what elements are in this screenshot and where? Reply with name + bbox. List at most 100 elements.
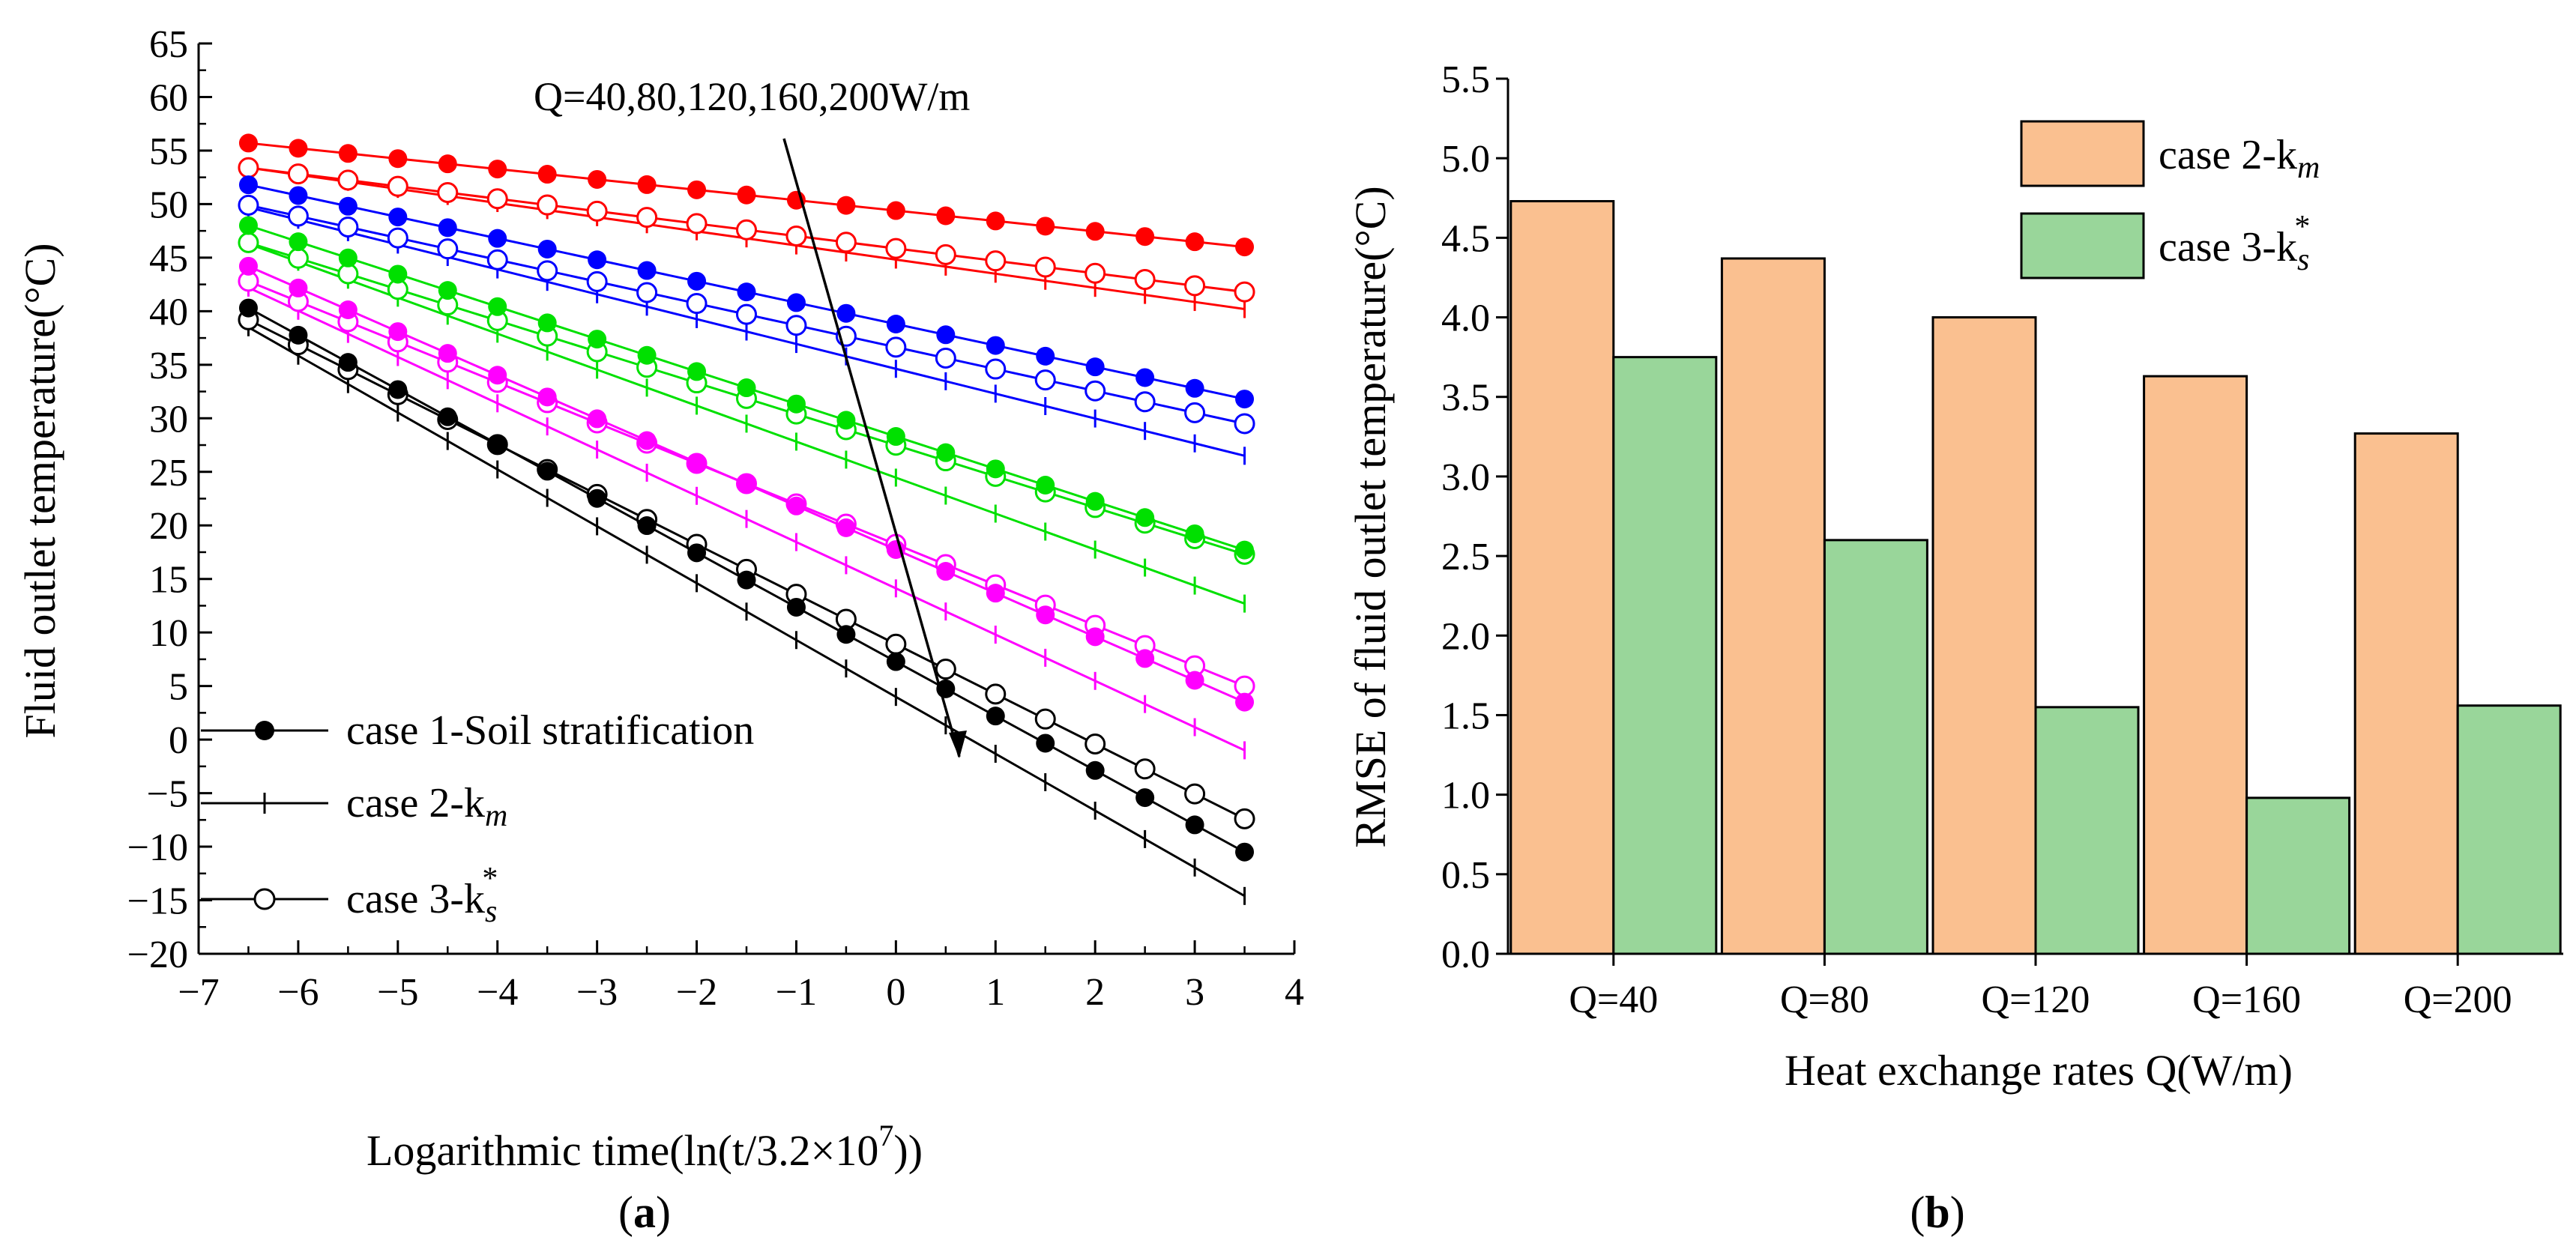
- series-group-a: [238, 133, 1255, 905]
- point-q80-case1: [786, 293, 806, 312]
- point-q200-case1: [438, 407, 457, 426]
- point-q120-case1: [637, 345, 657, 365]
- point-q200-case1: [737, 570, 756, 590]
- bar-q200-series2: [2456, 704, 2562, 955]
- point-q120-case1: [1135, 508, 1155, 527]
- point-q80-case1: [737, 282, 756, 302]
- point-q120-case1: [936, 443, 956, 462]
- point-q80-case3: [238, 194, 259, 216]
- point-q200-case1: [289, 325, 308, 345]
- point-q40-case3: [1234, 281, 1255, 303]
- point-q200-case1: [338, 353, 358, 372]
- point-q120-case1: [786, 394, 806, 414]
- point-q80-case1: [637, 261, 657, 280]
- point-q160-case1: [438, 344, 457, 363]
- point-q80-case3: [1085, 380, 1106, 402]
- point-q200-case1: [836, 625, 856, 644]
- y-tick-label-b: 5.0: [1441, 138, 1490, 181]
- y-tick-label-a: 65: [149, 23, 188, 66]
- point-q80-case3: [885, 336, 907, 358]
- point-q120-case1: [488, 297, 507, 316]
- x-tick-label-b: Q=160: [2192, 979, 2301, 1021]
- point-q120-case1: [1036, 475, 1055, 495]
- y-tick-label-a: −20: [127, 934, 188, 976]
- line-chart-panel-a: −20−15−10−505101520253035404550556065−7−…: [16, 23, 1304, 1237]
- point-q80-case1: [488, 229, 507, 248]
- legend-swatch-case3: [2020, 212, 2145, 279]
- point-q40-case3: [1034, 256, 1056, 278]
- point-q40-case1: [936, 206, 956, 226]
- x-tick-label-a: 0: [886, 971, 905, 1014]
- point-q200-case3: [1234, 808, 1255, 829]
- point-q80-case3: [437, 238, 459, 260]
- annotation-a: Q=40,80,120,160,200W/m: [534, 74, 970, 758]
- y-tick-label-a: 10: [149, 612, 188, 655]
- bar-q120-series2: [2034, 706, 2140, 955]
- bar-q40-series1: [1509, 200, 1615, 955]
- plot-area-b: [1506, 79, 2563, 955]
- point-q160-case1: [238, 256, 258, 276]
- point-q120-case1: [238, 216, 258, 235]
- point-q160-case1: [488, 366, 507, 385]
- y-tick-label-a: 25: [149, 452, 188, 495]
- point-q80-case3: [287, 205, 309, 227]
- y-tick-label-a: 45: [149, 238, 188, 280]
- point-q40-case3: [835, 232, 857, 253]
- legend-marker-case3: [253, 888, 276, 910]
- y-tick-label-b: 4.5: [1441, 217, 1490, 260]
- point-q120-case1: [986, 459, 1005, 479]
- legend-marker-case1: [255, 721, 274, 740]
- point-q80-case3: [537, 260, 558, 282]
- point-q200-case3: [1134, 758, 1156, 780]
- y-tick-label-a: 60: [149, 76, 188, 119]
- x-tick-label-a: −6: [277, 971, 319, 1014]
- legend-b: case 2-km case 3-ks*: [2020, 120, 2320, 279]
- y-tick-label-a: −15: [127, 880, 188, 923]
- point-q80-case1: [836, 303, 856, 323]
- point-q80-case1: [438, 218, 457, 238]
- y-tick-label-a: 55: [149, 130, 188, 173]
- point-q120-case1: [289, 232, 308, 252]
- point-q200-case1: [1085, 760, 1105, 780]
- point-q80-case3: [1134, 391, 1156, 413]
- point-q40-case3: [1184, 275, 1206, 297]
- annotation-q-values: Q=40,80,120,160,200W/m: [534, 74, 970, 119]
- point-q80-case1: [588, 250, 607, 270]
- point-q200-case1: [588, 489, 607, 508]
- point-q160-case1: [338, 300, 358, 319]
- y-tick-label-a: 0: [169, 719, 188, 762]
- y-tick-label-b: 2.5: [1441, 536, 1490, 578]
- point-q160-case1: [737, 474, 756, 494]
- x-tick-label-a: −5: [377, 971, 418, 1014]
- y-tick-label-b: 1.0: [1441, 775, 1490, 817]
- point-q120-case1: [687, 362, 707, 381]
- legend-label-case2: case 2-km: [346, 780, 507, 833]
- point-q120-case1: [737, 378, 756, 398]
- point-q160-case1: [786, 496, 806, 515]
- point-q40-case1: [289, 139, 308, 158]
- point-q40-case3: [537, 194, 558, 216]
- point-q160-case1: [537, 387, 557, 407]
- x-tick-label-b: Q=120: [1982, 979, 2090, 1021]
- point-q80-case1: [1135, 368, 1155, 387]
- x-axis-label-b: Heat exchange rates Q(W/m): [1785, 1046, 2293, 1095]
- point-q160-case1: [986, 584, 1005, 603]
- point-q200-case1: [537, 462, 557, 481]
- y-tick-label-a: −5: [147, 773, 188, 816]
- y-tick-label-b: 4.0: [1441, 297, 1490, 340]
- x-tick-label-a: −4: [477, 971, 518, 1014]
- point-q80-case1: [936, 325, 956, 345]
- y-tick-label-b: 0.0: [1441, 934, 1490, 976]
- x-tick-label-b: Q=200: [2404, 979, 2512, 1021]
- point-q80-case3: [1034, 369, 1056, 391]
- point-q120-case1: [886, 427, 905, 447]
- point-q80-case1: [1235, 390, 1255, 409]
- point-q120-case1: [388, 264, 408, 284]
- point-q40-case3: [337, 169, 359, 191]
- y-axis-label-a: Fluid outlet temperature(°C): [16, 243, 64, 738]
- point-q120-case1: [1085, 492, 1105, 511]
- point-q40-case3: [636, 207, 658, 229]
- point-q80-case3: [985, 358, 1007, 380]
- point-q40-case3: [287, 163, 309, 185]
